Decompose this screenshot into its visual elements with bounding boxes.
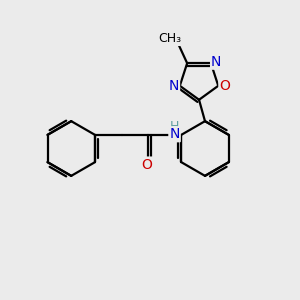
Text: N: N bbox=[169, 127, 180, 141]
Text: O: O bbox=[219, 79, 230, 93]
Text: H: H bbox=[170, 120, 179, 133]
Text: CH₃: CH₃ bbox=[158, 32, 182, 45]
Text: N: N bbox=[169, 79, 179, 93]
Text: N: N bbox=[211, 55, 221, 69]
Text: O: O bbox=[142, 158, 152, 172]
